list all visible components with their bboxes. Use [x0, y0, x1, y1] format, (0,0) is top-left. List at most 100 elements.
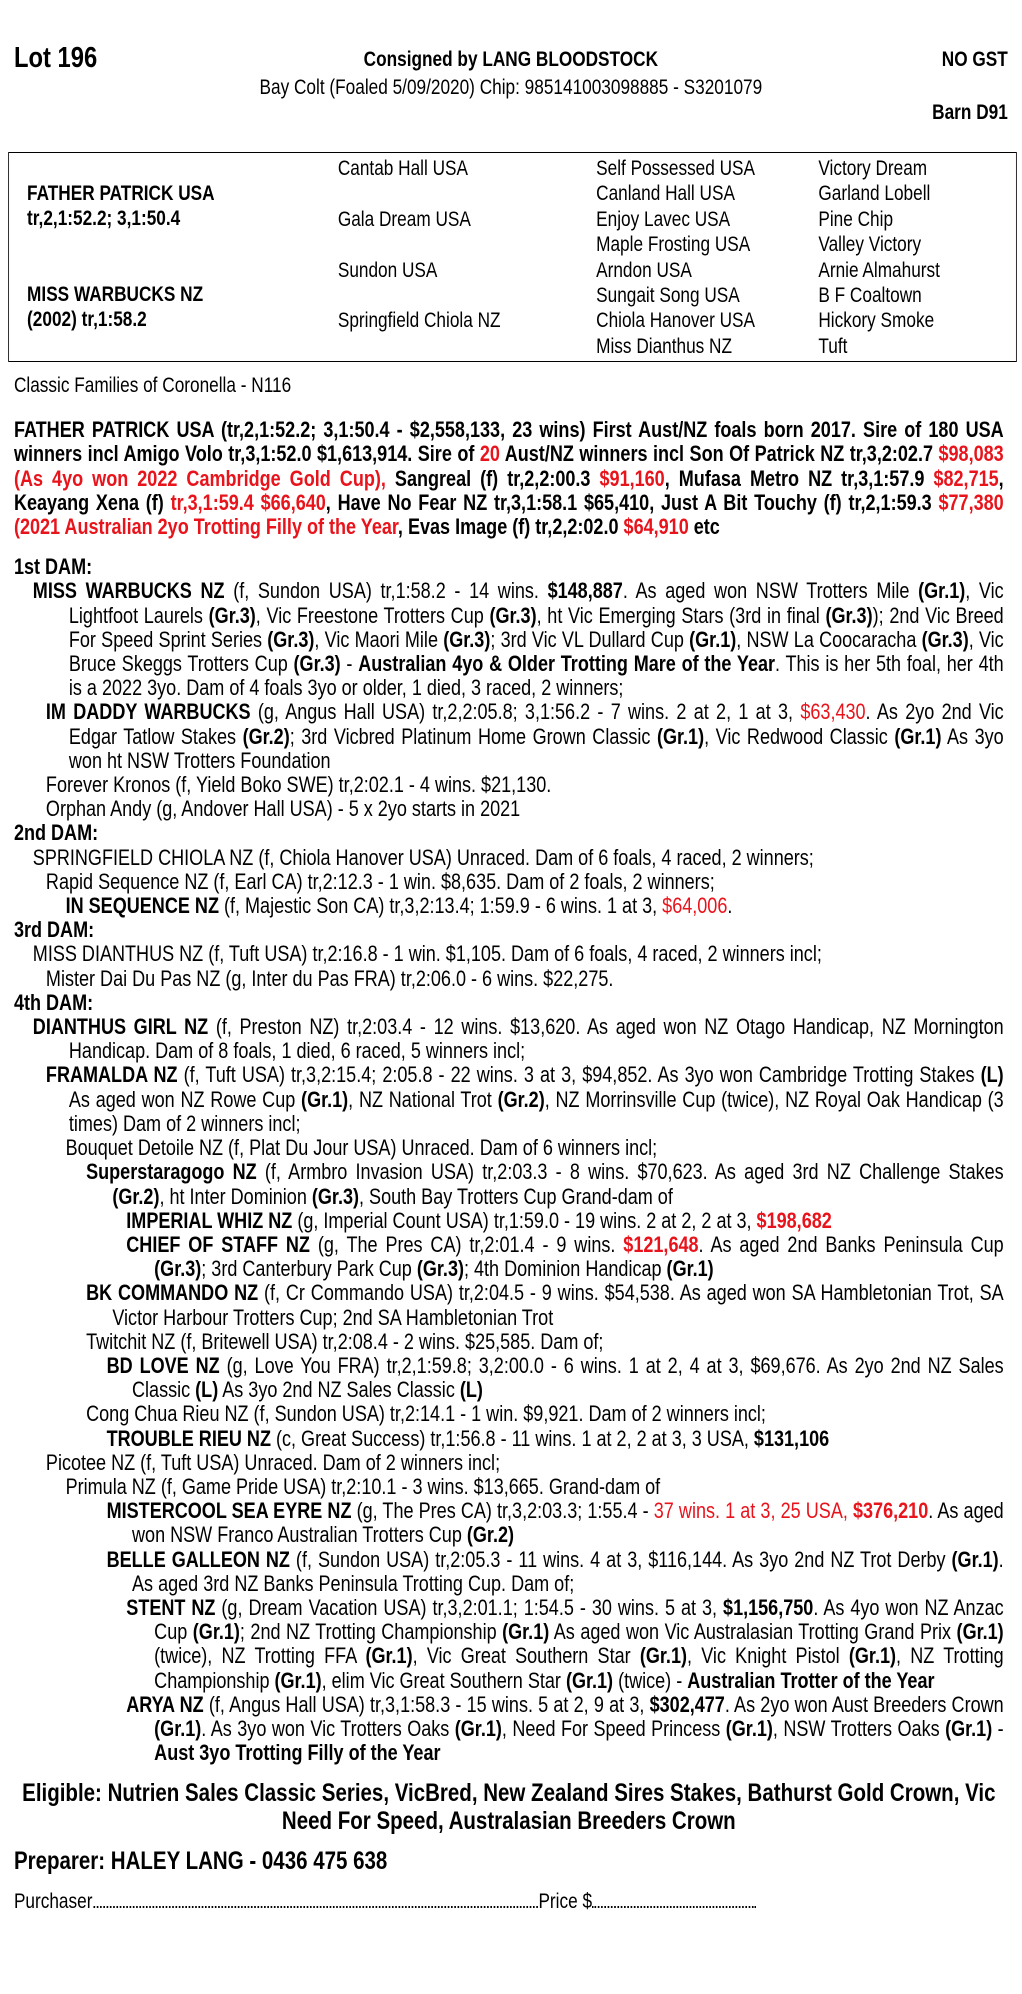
- horse-description: Bay Colt (Foaled 5/09/2020) Chip: 985141…: [259, 76, 763, 99]
- produce-entry: FRAMALDA NZ (f, Tuft USA) tr,3,2:15.4; 2…: [14, 1063, 1004, 1136]
- purchaser-field[interactable]: [93, 1892, 538, 1908]
- pedigree-gen4-ancestor: Pine Chip: [818, 207, 894, 231]
- bold-text: BELLE GALLEON NZ: [106, 1546, 290, 1572]
- bold-text: (Gr.1): [945, 1715, 993, 1741]
- produce-entry: Twitchit NZ (f, Britewell USA) tr,2:08.4…: [14, 1329, 1004, 1354]
- bold-text: (Gr.3): [154, 1256, 202, 1282]
- text-run: , NZ Trotting Championship: [154, 1643, 1004, 1693]
- produce-entry: MISS DIANTHUS NZ (f, Tuft USA) tr,2:16.8…: [14, 942, 1004, 966]
- bold-text: FRAMALDA NZ: [45, 1062, 178, 1088]
- bold-text: (Gr.1): [918, 578, 966, 604]
- text-run: (g, Love You FRA) tr,2,1:59.8; 3,2:00.0 …: [132, 1352, 1004, 1403]
- bold-text: (Gr.3): [921, 626, 969, 652]
- text-run: , ht Inter Dominion: [159, 1183, 312, 1209]
- text-run: MISS DIANTHUS NZ (f, Tuft USA) tr,2:16.8…: [32, 941, 822, 967]
- text-run: As 3yo 2nd NZ Sales Classic: [218, 1377, 460, 1403]
- text-run: , NZ Morrinsville Cup (twice), NZ Royal …: [68, 1086, 1004, 1136]
- bold-text: (Gr.2): [242, 723, 290, 749]
- text-run: Bouquet Detoile NZ (f, Plat Du Jour USA)…: [65, 1135, 658, 1161]
- text-run: , Vic Freestone Trotters Cup: [255, 602, 490, 628]
- text-run: , NZ National Trot: [348, 1086, 498, 1112]
- text-run: FATHER PATRICK USA (tr,2,1:52.2; 3,1:50.…: [13, 417, 1004, 467]
- text-run: , elim Vic Great Southern Star: [321, 1667, 566, 1693]
- bold-text: (Gr.1): [656, 723, 705, 749]
- produce-entry: ARYA NZ (f, Angus Hall USA) tr,3,1:58.3 …: [14, 1691, 1003, 1766]
- bold-text: STENT NZ: [126, 1594, 216, 1620]
- pedigree-gen3-ancestor: Canland Hall USA: [596, 182, 735, 206]
- bold-text: (Gr.1): [725, 1715, 773, 1741]
- highlight-text: $77,380 (2021 Australian 2yo Trotting Fi…: [13, 489, 1004, 540]
- bold-text: (L): [195, 1377, 219, 1403]
- bold-text: $131,106: [753, 1425, 830, 1451]
- bold-text: (Gr.3): [489, 602, 537, 628]
- text-run: As aged won Vic Australasian Trotting Gr…: [549, 1619, 957, 1645]
- text-run: . As 4yo won NZ Anzac Cup: [154, 1594, 1004, 1645]
- bold-text: (Gr.2): [497, 1086, 545, 1112]
- text-run: ); 2nd Vic Breed For Speed Sprint Series: [68, 602, 1004, 652]
- text-run: Orphan Andy (g, Andover Hall USA) - 5 x …: [45, 796, 521, 822]
- text-run: (g, Imperial Count USA) tr,1:59.0 - 19 w…: [292, 1207, 757, 1233]
- bold-text: CHIEF OF STAFF NZ: [126, 1231, 310, 1257]
- bold-text: (Gr.1): [454, 1715, 502, 1741]
- text-run: . As 2yo 2nd Vic Edgar Tatlow Stakes: [68, 699, 1004, 749]
- text-run: (f, Sundon USA) tr,2:05.3 - 11 wins. 4 a…: [289, 1546, 952, 1572]
- text-run: (f, Cr Commando USA) tr,2:04.5 - 9 wins.…: [112, 1280, 1004, 1330]
- pedigree-gen4-ancestor: Victory Dream: [818, 157, 928, 180]
- pedigree-gen3-ancestor: Maple Frosting USA: [596, 233, 751, 257]
- bold-text: (Gr.1): [666, 1256, 714, 1282]
- bold-text: MISS WARBUCKS NZ: [32, 578, 225, 604]
- lot-number: Lot 196: [13, 42, 98, 74]
- bold-text: (Gr.1): [894, 723, 942, 749]
- text-run: (g, Dream Vacation USA) tr,3,2:01.1; 1:5…: [215, 1594, 724, 1620]
- text-run: (f, Angus Hall USA) tr,3,1:58.3 - 15 win…: [203, 1691, 650, 1717]
- text-run: , Vic Lightfoot Laurels: [68, 578, 1004, 628]
- text-run: . This is her 5th foal, her 4th is a 202…: [68, 651, 1004, 701]
- produce-entry: Orphan Andy (g, Andover Hall USA) - 5 x …: [14, 797, 1004, 821]
- highlight-text: $121,648: [623, 1231, 699, 1257]
- bold-text: Australian 4yo & Older Trotting Mare of …: [358, 651, 776, 677]
- produce-entry: Cong Chua Rieu NZ (f, Sundon USA) tr,2:1…: [14, 1402, 1004, 1426]
- bold-text: BD LOVE NZ: [106, 1352, 220, 1378]
- dam-record: (2002) tr,1:58.2: [27, 308, 147, 331]
- text-run: , Vic Maori Mile: [314, 626, 444, 652]
- sire-summary: FATHER PATRICK USA (tr,2,1:52.2; 3,1:50.…: [14, 418, 1004, 539]
- bold-text: BK COMMANDO NZ: [86, 1280, 259, 1306]
- bold-text: Australian Trotter of the Year: [687, 1667, 935, 1693]
- dam-heading: 1st DAM:: [14, 555, 1004, 579]
- bold-text: (Gr.1): [956, 1619, 1004, 1645]
- text-run: (twice), NZ Trotting FFA: [154, 1643, 366, 1669]
- text-run: (f, Preston NZ) tr,2:03.4 - 12 wins. $13…: [68, 1014, 1004, 1064]
- text-run: , NSW La Coocaracha: [736, 626, 922, 652]
- pedigree-gen4-ancestor: Hickory Smoke: [818, 309, 935, 333]
- bold-text: (Gr.1): [639, 1643, 687, 1669]
- text-run: (g, The Pres CA) tr,3,2:03.3; 1:55.4 -: [351, 1498, 654, 1524]
- bold-text: DIANTHUS GIRL NZ: [32, 1014, 209, 1040]
- text-run: ; 4th Dominion Handicap: [463, 1256, 667, 1282]
- gst-status: NO GST: [941, 48, 1008, 71]
- produce-entry: Forever Kronos (f, Yield Boko SWE) tr,2:…: [14, 772, 1004, 797]
- price-field[interactable]: [592, 1892, 757, 1908]
- pedigree-gen4-ancestor: Valley Victory: [818, 233, 922, 257]
- produce-entry: Mister Dai Du Pas NZ (g, Inter du Pas FR…: [14, 966, 1004, 991]
- bold-text: (Gr.2): [466, 1522, 515, 1548]
- text-run: . As aged 3rd NZ Banks Peninsula Trottin…: [132, 1546, 1004, 1596]
- purchaser-label: Purchaser: [13, 1889, 93, 1913]
- highlight-text: $64,910: [623, 514, 689, 540]
- pedigree-gen4-ancestor: B F Coaltown: [818, 284, 922, 307]
- pedigree-gen2-ancestor: Cantab Hall USA: [337, 157, 469, 180]
- bold-text: (Gr.2): [112, 1183, 160, 1209]
- produce-entry: SPRINGFIELD CHIOLA NZ (f, Chiola Hanover…: [14, 845, 1004, 870]
- text-run: (f, Sundon USA) tr,1:58.2 - 14 wins.: [224, 578, 548, 604]
- produce-entry: IM DADDY WARBUCKS (g, Angus Hall USA) tr…: [14, 700, 1004, 773]
- text-run: ; 3rd Vic VL Dullard Cup: [490, 626, 690, 652]
- text-run: ; 3rd Canterbury Park Cup: [201, 1256, 417, 1282]
- bold-text: ARYA NZ: [126, 1691, 204, 1717]
- pedigree-gen4-ancestor: Tuft: [818, 334, 848, 358]
- text-run: . As aged won NSW Franco Australian Trot…: [132, 1498, 1004, 1548]
- text-run: , Vic Knight Pistol: [686, 1643, 849, 1669]
- sire-record: tr,2,1:52.2; 3,1:50.4: [27, 207, 181, 230]
- barn-location: Barn D91: [932, 101, 1008, 124]
- dam-name: MISS WARBUCKS NZ: [27, 283, 204, 306]
- bold-text: Superstaragogo NZ: [86, 1159, 257, 1185]
